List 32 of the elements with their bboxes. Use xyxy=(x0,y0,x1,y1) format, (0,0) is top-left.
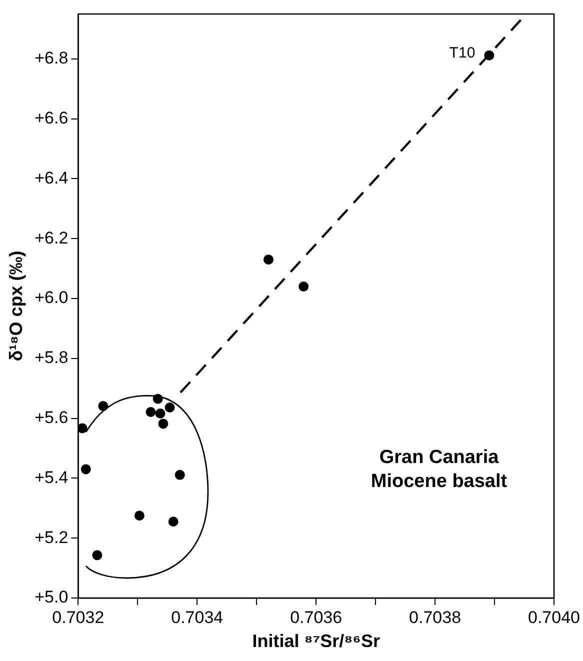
point xyxy=(484,50,494,60)
y-tick-label: +5.6 xyxy=(34,408,68,427)
point xyxy=(155,408,166,419)
point xyxy=(263,254,274,265)
point xyxy=(158,418,168,429)
point xyxy=(134,510,144,521)
x-axis-title: Initial ⁸⁷Sr/⁸⁶Sr xyxy=(252,631,380,652)
point xyxy=(80,464,91,474)
point xyxy=(78,423,88,434)
point xyxy=(298,282,309,292)
y-tick-label: +6.4 xyxy=(34,168,68,188)
x-tick-label: 0.7032 xyxy=(52,608,104,627)
point xyxy=(168,516,178,527)
x-tick-label: 0.7034 xyxy=(171,608,224,627)
point xyxy=(146,407,156,418)
annotation: T10 xyxy=(449,44,476,62)
y-tick-label: +5.8 xyxy=(34,348,68,368)
annotation: Gran Canaria Miocene basalt xyxy=(370,447,508,492)
y-tick-label: +6.6 xyxy=(34,108,68,128)
x-tick-label: 0.7038 xyxy=(409,608,462,627)
y-tick-label: +6.8 xyxy=(34,48,68,68)
y-tick-label: +5.2 xyxy=(34,528,68,547)
x-tick-label: 0.7036 xyxy=(290,608,342,627)
y-tick-label: +6.0 xyxy=(34,288,68,308)
y-tick-label: +5.4 xyxy=(34,468,68,487)
y-tick-label: +5.0 xyxy=(34,588,68,607)
point xyxy=(164,402,175,413)
x-tick-label: 0.7040 xyxy=(528,608,580,627)
point xyxy=(174,470,185,480)
y-tick-label: +6.2 xyxy=(34,228,68,248)
y-axis-title: δ¹⁸O cpx (‰) xyxy=(6,250,26,362)
point xyxy=(92,550,102,560)
